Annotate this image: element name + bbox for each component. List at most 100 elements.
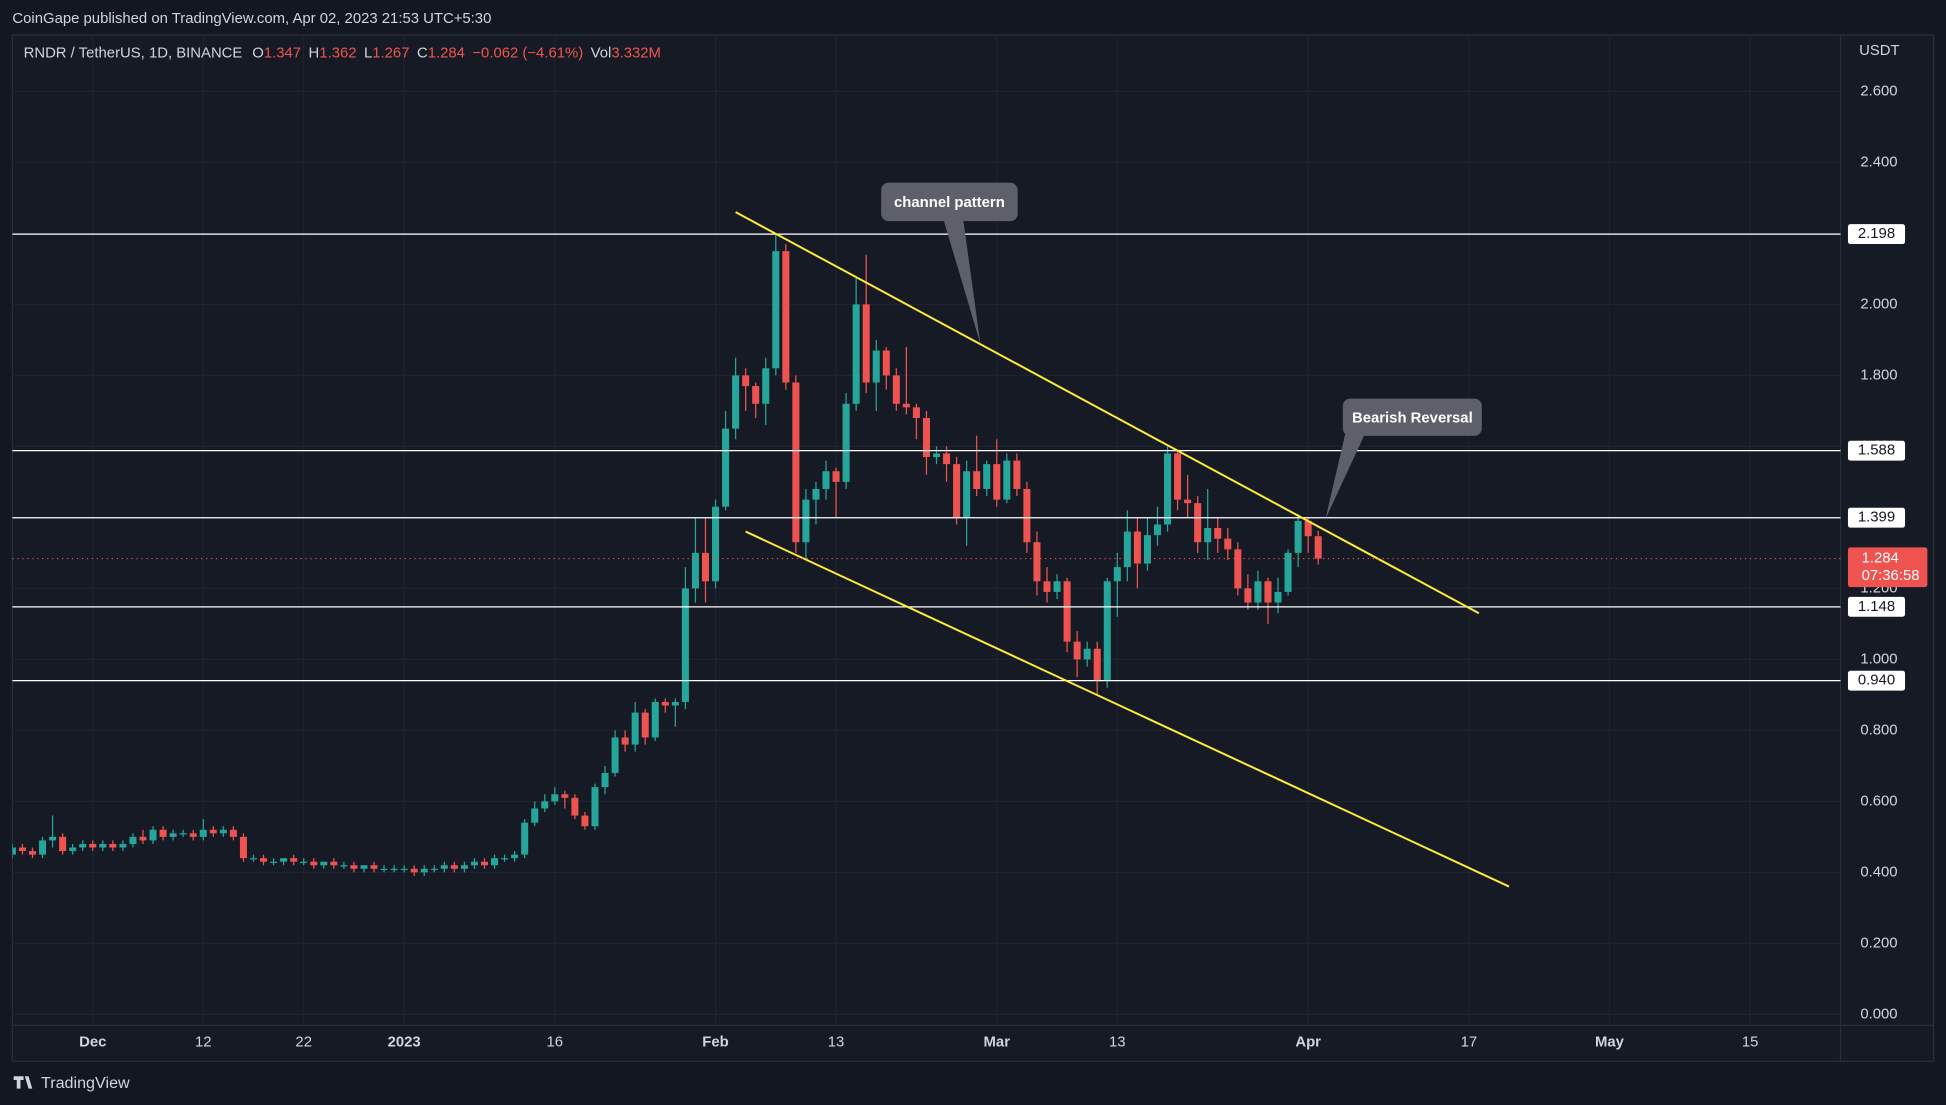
candle-body <box>782 251 790 383</box>
candle-body <box>832 471 840 482</box>
candle-body <box>1123 531 1131 568</box>
y-tick-label: 0.800 <box>1860 722 1897 738</box>
candle-body <box>862 304 870 383</box>
candle-body <box>842 403 850 482</box>
candle-body <box>712 506 720 582</box>
level-label: 1.399 <box>1858 510 1895 526</box>
candle-body <box>932 453 941 458</box>
trendline <box>735 211 1480 615</box>
candle-body <box>541 801 549 809</box>
plot <box>12 233 1322 876</box>
candle-body <box>1184 499 1192 504</box>
y-tick-label: 0.600 <box>1860 793 1897 809</box>
x-tick-label: Dec <box>79 1035 106 1051</box>
candle-body <box>18 847 26 852</box>
candle-body <box>460 865 468 869</box>
candle-body <box>1254 581 1262 603</box>
candle-body <box>852 304 860 404</box>
candle-body <box>360 865 368 869</box>
candle-body <box>601 772 609 788</box>
candle-body <box>1174 453 1182 500</box>
y-tick-label: 2.400 <box>1860 154 1897 170</box>
callout-box <box>1342 398 1482 436</box>
candle-body <box>963 471 971 518</box>
candle-body <box>290 858 298 862</box>
candle-body <box>189 833 197 837</box>
x-tick-label: 16 <box>547 1035 564 1051</box>
candle-body <box>1214 528 1222 539</box>
legend-key: H <box>309 46 320 62</box>
candle-body <box>912 407 920 418</box>
candle-body <box>1274 591 1282 603</box>
footer-text: TradingView <box>41 1074 130 1092</box>
candle-body <box>772 251 780 369</box>
legend-volume: 3.332M <box>611 46 661 62</box>
legend-value: 1.267 <box>372 46 409 62</box>
candle-body <box>1204 528 1212 543</box>
candle-body <box>330 861 338 866</box>
candle-body <box>511 854 519 859</box>
x-tick-label: Feb <box>702 1035 728 1051</box>
callout-text: channel pattern <box>894 195 1005 211</box>
candle-body <box>812 488 820 500</box>
candle-body <box>953 464 961 518</box>
level-label-box <box>1847 507 1906 528</box>
candle-body <box>139 836 147 841</box>
candle-body <box>199 829 207 837</box>
candle-body <box>1113 567 1121 582</box>
candle-body <box>109 843 117 848</box>
candle-body <box>531 808 539 823</box>
level-label: 1.148 <box>1858 599 1895 615</box>
candle-body <box>742 375 750 387</box>
candle-body <box>1224 538 1232 550</box>
candle-body <box>219 829 227 834</box>
candle-body <box>651 701 659 738</box>
candle-body <box>1284 552 1292 592</box>
candle-body <box>179 833 187 835</box>
legend-key: O <box>252 46 264 62</box>
legend-key: L <box>364 46 372 62</box>
candle-body <box>99 843 107 848</box>
candle-body <box>701 552 709 582</box>
candle-body <box>1264 581 1272 603</box>
candle-body <box>561 794 569 798</box>
axis-unit: USDT <box>1859 43 1900 59</box>
candle-body <box>611 737 619 773</box>
x-tick-label: 22 <box>295 1035 312 1051</box>
candle-body <box>119 843 127 848</box>
candle-body <box>661 701 669 706</box>
candle-body <box>581 815 589 827</box>
candle-body <box>420 868 428 873</box>
legend-key: Vol <box>591 46 612 62</box>
candle-body <box>1294 520 1302 553</box>
y-tick-label: 2.000 <box>1860 296 1897 312</box>
candle-body <box>229 829 237 837</box>
x-tick-label: 12 <box>195 1035 212 1051</box>
candle-body <box>1133 531 1141 564</box>
x-tick-label: 2023 <box>388 1035 421 1051</box>
candle-body <box>49 836 57 841</box>
x-tick-label: Mar <box>984 1035 1011 1051</box>
candle-body <box>129 836 137 844</box>
candle-body <box>470 861 478 866</box>
candle-body <box>621 737 629 745</box>
last-price-label: 1.284 <box>1862 550 1899 566</box>
candle-body <box>1304 520 1312 537</box>
candle-body <box>551 794 559 802</box>
candle-body <box>89 843 97 848</box>
candle-body <box>69 847 77 852</box>
candle-body <box>1073 641 1081 660</box>
candle-body <box>149 829 157 841</box>
candle-body <box>732 375 740 429</box>
candle-body <box>1033 542 1041 582</box>
x-tick-label: 13 <box>828 1035 845 1051</box>
candle-body <box>501 858 509 860</box>
candle-body <box>631 712 639 745</box>
candle-body <box>400 868 408 871</box>
candle-body <box>1234 549 1242 589</box>
level-label-box <box>1847 440 1906 461</box>
level-label-box <box>1847 224 1906 245</box>
candle-body <box>300 861 308 863</box>
grid <box>12 34 1841 1026</box>
